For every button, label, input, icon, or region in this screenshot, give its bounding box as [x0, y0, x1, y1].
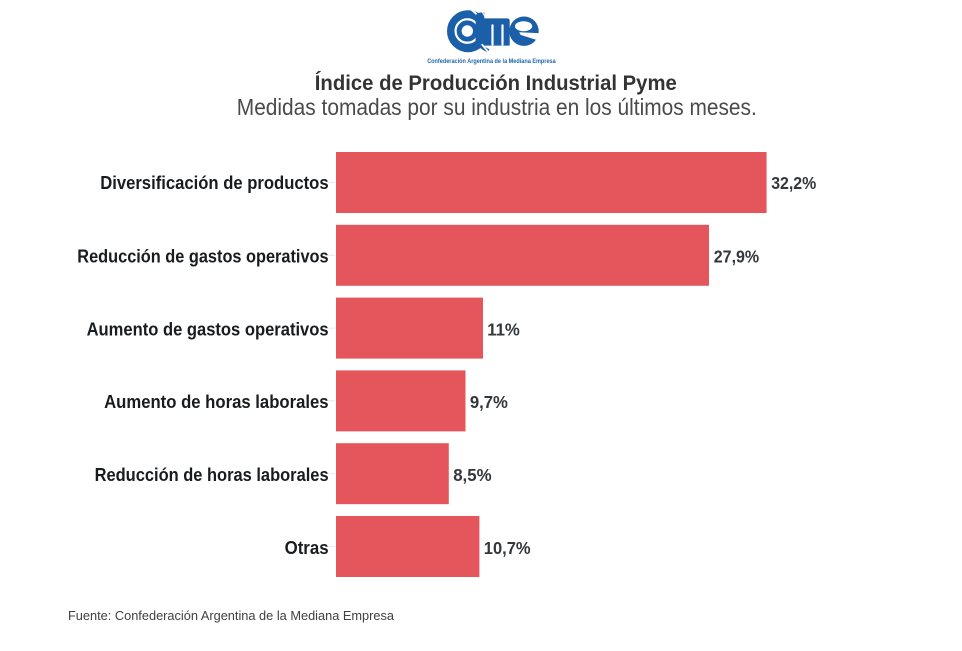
svg-text:Reducción de gastos operativos: Reducción de gastos operativos	[77, 246, 328, 267]
svg-text:Índice de Producción Industria: Índice de Producción Industrial Pyme	[315, 72, 677, 95]
svg-text:9,7%: 9,7%	[470, 392, 508, 412]
svg-text:Fuente: Confederación Argentin: Fuente: Confederación Argentina de la Me…	[68, 608, 395, 623]
svg-text:8,5%: 8,5%	[453, 465, 491, 485]
svg-text:Confederación Argentina de la: Confederación Argentina de la Mediana Em…	[427, 58, 556, 65]
svg-text:27,9%: 27,9%	[714, 247, 759, 267]
svg-text:Medidas tomadas por su industr: Medidas tomadas por su industria en los …	[237, 94, 757, 120]
svg-text:Diversificación de productos: Diversificación de productos	[100, 172, 328, 193]
svg-text:Aumento de horas laborales: Aumento de horas laborales	[104, 391, 329, 412]
svg-text:Otras: Otras	[285, 537, 329, 558]
svg-text:Reducción de horas laborales: Reducción de horas laborales	[95, 464, 329, 485]
svg-text:11%: 11%	[487, 319, 520, 339]
svg-text:10,7%: 10,7%	[484, 538, 531, 558]
svg-text:32,2%: 32,2%	[771, 173, 816, 193]
svg-text:Aumento de gastos operativos: Aumento de gastos operativos	[87, 318, 329, 339]
